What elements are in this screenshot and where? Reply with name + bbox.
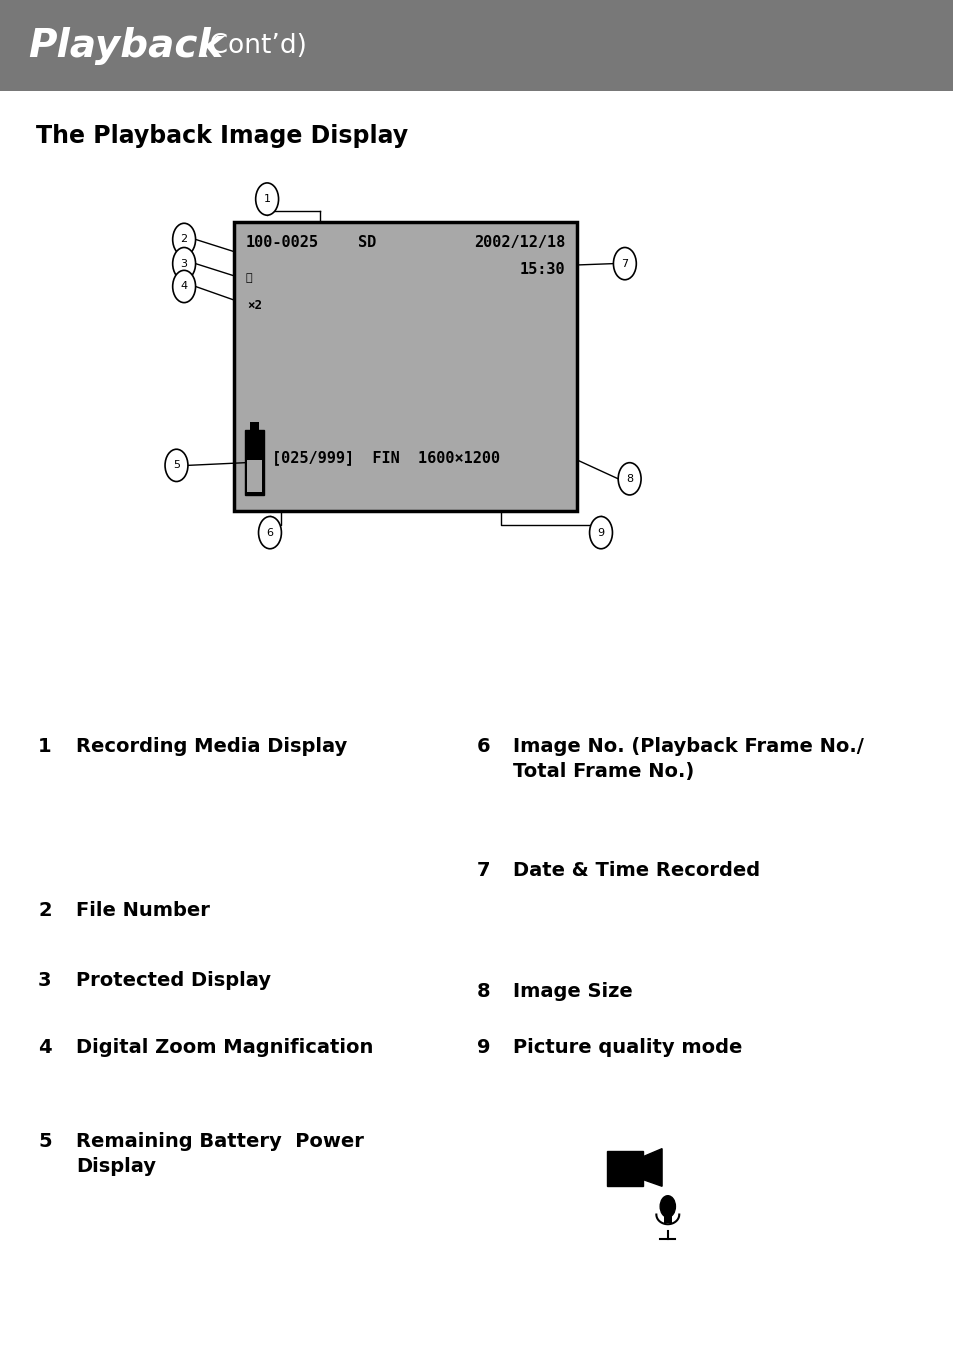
- Text: 9: 9: [476, 1038, 490, 1057]
- Text: Picture quality mode: Picture quality mode: [513, 1038, 741, 1057]
- Text: 7: 7: [476, 861, 490, 880]
- Text: 2: 2: [180, 234, 188, 245]
- Text: Image No. (Playback Frame No./
Total Frame No.): Image No. (Playback Frame No./ Total Fra…: [513, 737, 863, 781]
- Circle shape: [659, 1196, 675, 1217]
- Text: 4: 4: [38, 1038, 51, 1057]
- Text: 7: 7: [620, 258, 628, 269]
- Text: (Cont’d): (Cont’d): [191, 32, 306, 59]
- Text: 3: 3: [38, 971, 51, 990]
- Bar: [233, 222, 577, 511]
- Text: SD: SD: [357, 235, 375, 250]
- Text: 2: 2: [38, 901, 51, 920]
- Text: Image Size: Image Size: [513, 982, 633, 1001]
- Text: 8: 8: [625, 473, 633, 484]
- Polygon shape: [642, 1149, 661, 1186]
- Text: 8: 8: [476, 982, 490, 1001]
- Text: File Number: File Number: [76, 901, 210, 920]
- Text: The Playback Image Display: The Playback Image Display: [36, 124, 408, 148]
- Text: ⚿: ⚿: [245, 273, 252, 282]
- Text: Recording Media Display: Recording Media Display: [76, 737, 347, 756]
- Text: 3: 3: [180, 258, 188, 269]
- Text: [025/999]  FIN  1600×1200: [025/999] FIN 1600×1200: [272, 449, 499, 465]
- Bar: [0, 0, 953, 91]
- Circle shape: [589, 516, 612, 549]
- Text: Digital Zoom Magnification: Digital Zoom Magnification: [76, 1038, 374, 1057]
- Bar: [663, 1198, 671, 1223]
- Text: Playback: Playback: [29, 27, 224, 65]
- Text: 1: 1: [263, 194, 271, 204]
- Bar: [245, 430, 264, 495]
- Circle shape: [255, 183, 278, 215]
- Text: Date & Time Recorded: Date & Time Recorded: [513, 861, 760, 880]
- Circle shape: [618, 463, 640, 495]
- Bar: [247, 460, 262, 492]
- Bar: [606, 1151, 642, 1186]
- Text: 100-0025: 100-0025: [245, 235, 318, 250]
- Text: Protected Display: Protected Display: [76, 971, 271, 990]
- Text: 5: 5: [38, 1132, 51, 1151]
- Circle shape: [172, 223, 195, 256]
- Circle shape: [172, 247, 195, 280]
- Text: 5: 5: [172, 460, 180, 471]
- Text: 4: 4: [180, 281, 188, 292]
- Circle shape: [172, 270, 195, 303]
- Bar: [250, 422, 259, 430]
- Text: ×2: ×2: [247, 299, 262, 312]
- Text: 15:30: 15:30: [519, 262, 565, 277]
- Text: 1: 1: [38, 737, 51, 756]
- Text: 2002/12/18: 2002/12/18: [474, 235, 565, 250]
- Text: 9: 9: [597, 527, 604, 538]
- Circle shape: [165, 449, 188, 482]
- Circle shape: [613, 247, 636, 280]
- Circle shape: [258, 516, 281, 549]
- Text: Remaining Battery  Power
Display: Remaining Battery Power Display: [76, 1132, 364, 1177]
- Text: 6: 6: [266, 527, 274, 538]
- Text: 6: 6: [476, 737, 490, 756]
